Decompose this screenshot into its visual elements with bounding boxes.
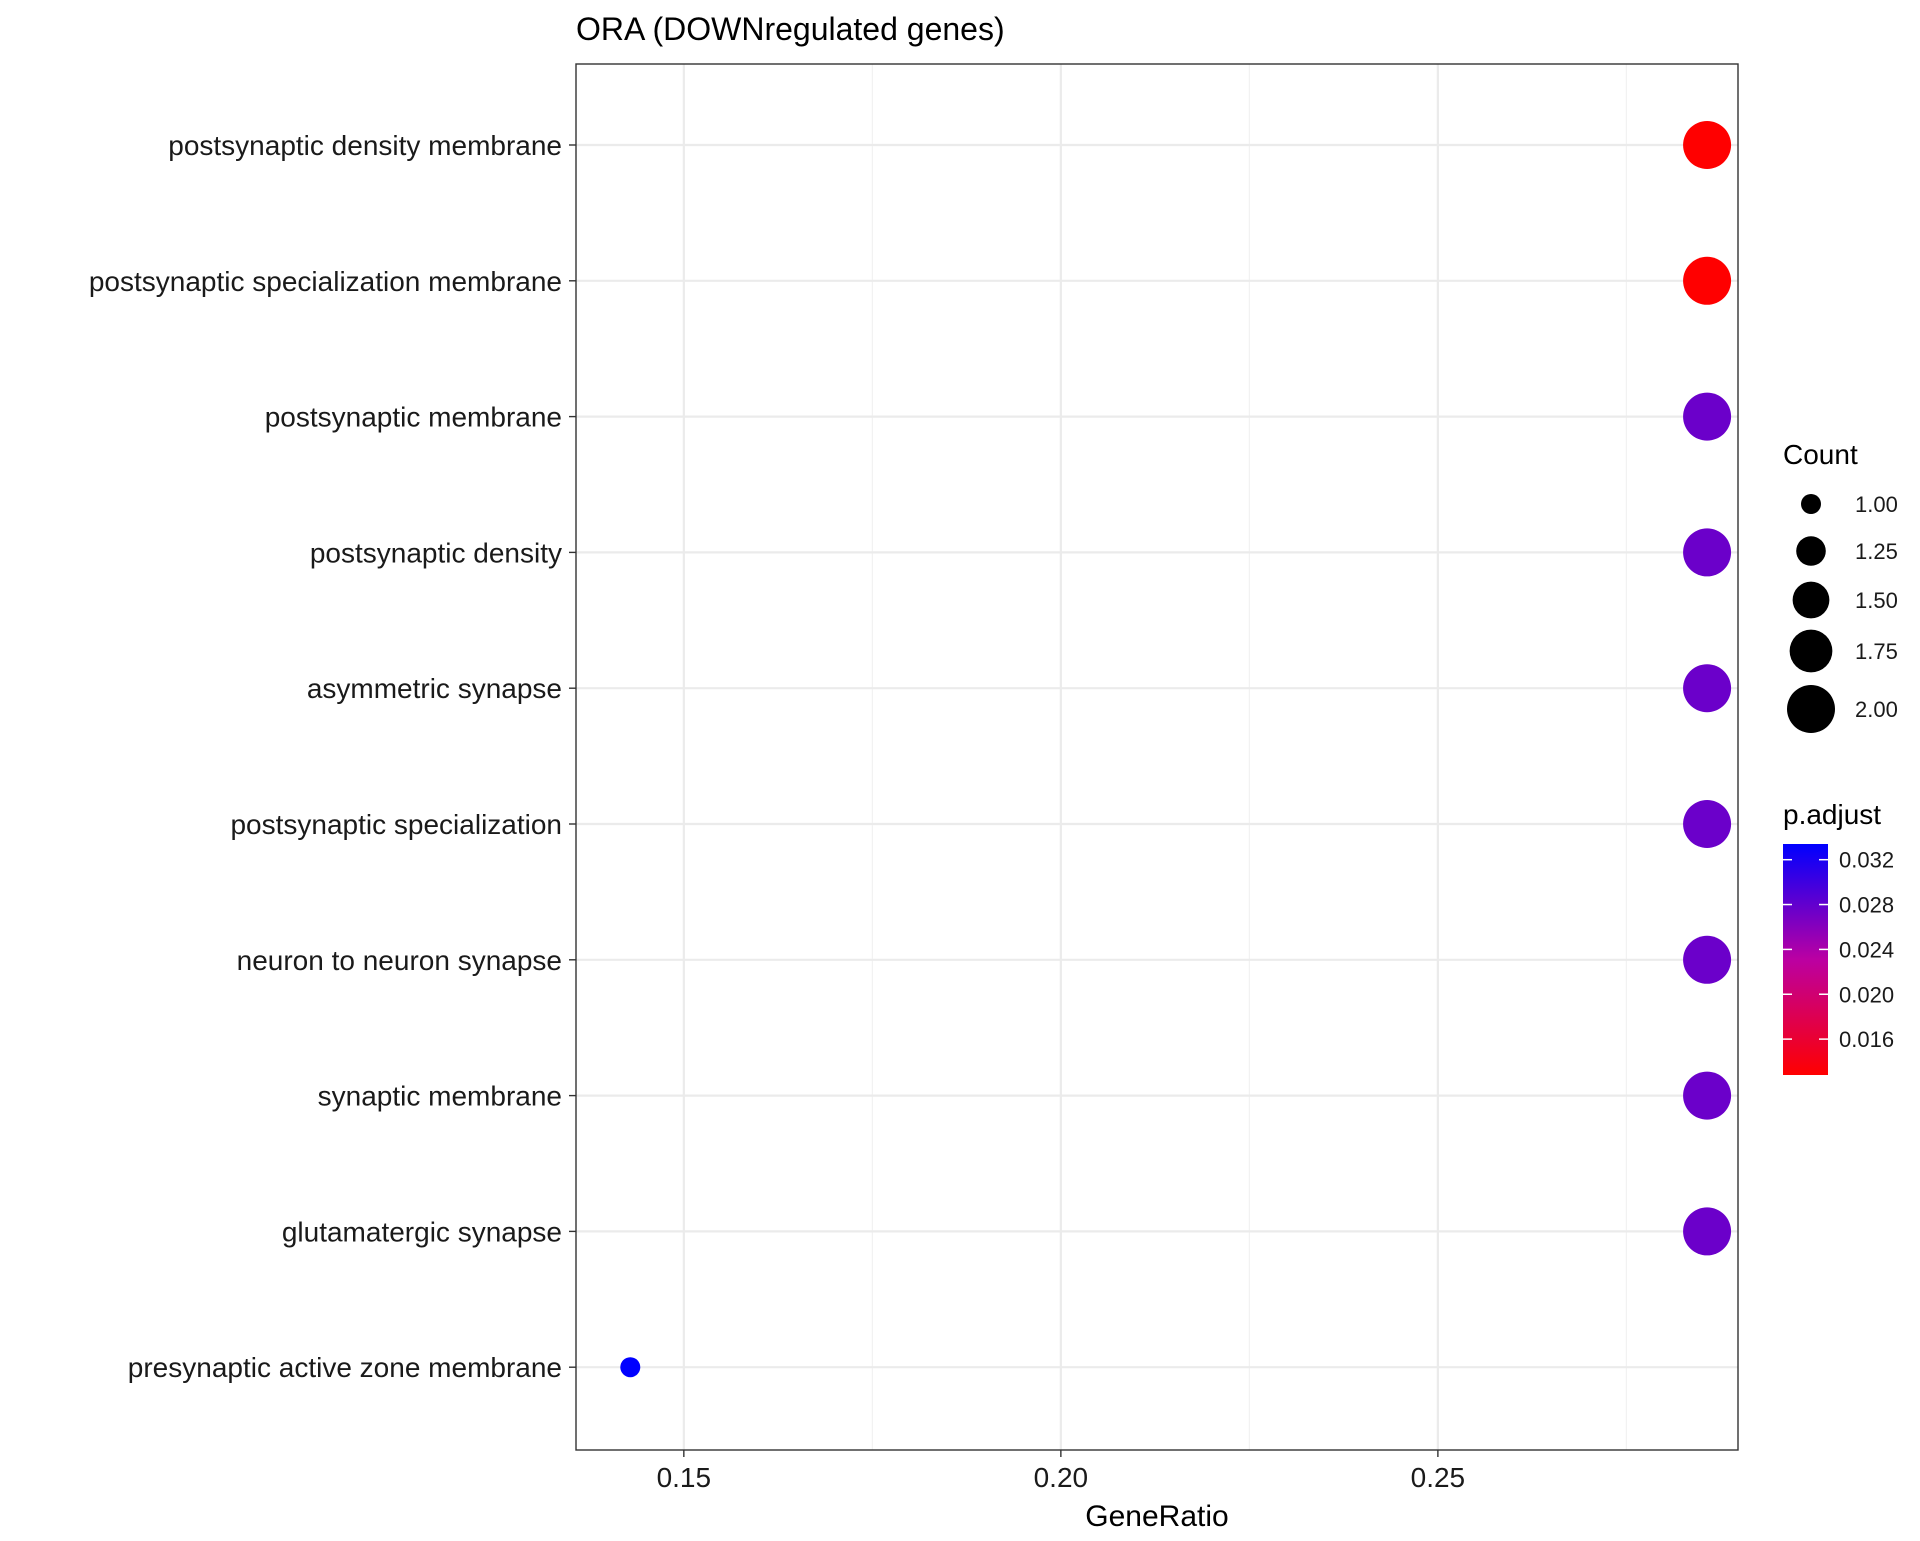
- data-points: [620, 121, 1732, 1378]
- size-legend-title: Count: [1783, 439, 1858, 470]
- point-7: [1683, 1071, 1732, 1120]
- size-legend-label-4: 2.00: [1855, 697, 1898, 722]
- color-legend-label-0: 0.032: [1839, 848, 1894, 873]
- plot-border: [575, 63, 1739, 1451]
- size-legend-label-3: 1.75: [1855, 639, 1898, 664]
- x-tick-label-0: 0.15: [657, 1462, 712, 1493]
- size-legend: Count 1.00 1.25 1.50 1.75 2.00: [1783, 439, 1898, 733]
- x-tick-label-1: 0.20: [1034, 1462, 1089, 1493]
- point-0: [1683, 121, 1732, 169]
- point-9: [620, 1357, 641, 1378]
- color-legend-label-3: 0.020: [1839, 982, 1894, 1007]
- x-tick-label-2: 0.25: [1411, 1462, 1466, 1493]
- point-3: [1683, 528, 1732, 577]
- point-6: [1683, 935, 1732, 984]
- color-legend-label-2: 0.024: [1839, 937, 1894, 962]
- size-legend-key-1: [1796, 536, 1826, 566]
- size-legend-label-0: 1.00: [1855, 492, 1898, 517]
- point-2: [1683, 392, 1732, 441]
- y-tick-label-1: postsynaptic specialization membrane: [89, 266, 562, 297]
- color-legend-title: p.adjust: [1783, 799, 1881, 830]
- size-legend-key-2: [1792, 581, 1830, 619]
- x-axis: 0.15 0.20 0.25: [657, 1450, 1466, 1493]
- y-tick-label-3: postsynaptic density: [310, 537, 562, 568]
- point-1: [1683, 256, 1732, 305]
- y-tick-label-2: postsynaptic membrane: [265, 402, 562, 433]
- size-legend-key-0: [1801, 494, 1821, 514]
- point-5: [1683, 800, 1732, 848]
- y-axis: postsynaptic density membrane postsynapti…: [89, 130, 576, 1383]
- grid-lines: [576, 64, 1738, 1450]
- y-tick-label-5: postsynaptic specialization: [230, 809, 562, 840]
- color-legend-bar: [1783, 844, 1828, 1075]
- size-legend-label-1: 1.25: [1855, 539, 1898, 564]
- y-tick-label-0: postsynaptic density membrane: [168, 130, 562, 161]
- color-legend-label-1: 0.028: [1839, 893, 1894, 918]
- color-legend-label-4: 0.016: [1839, 1027, 1894, 1052]
- chart-title: ORA (DOWNregulated genes): [576, 11, 1005, 47]
- y-tick-label-4: asymmetric synapse: [307, 673, 562, 704]
- y-tick-label-9: presynaptic active zone membrane: [128, 1352, 562, 1383]
- plot-panel: [576, 64, 1738, 1450]
- size-legend-key-4: [1787, 685, 1835, 733]
- size-legend-label-2: 1.50: [1855, 588, 1898, 613]
- x-axis-label: GeneRatio: [1085, 1500, 1228, 1533]
- size-legend-key-3: [1789, 629, 1833, 673]
- y-tick-label-6: neuron to neuron synapse: [237, 945, 562, 976]
- point-4: [1683, 664, 1732, 713]
- color-legend: p.adjust 0.032 0.028 0.024 0.020 0.016: [1783, 799, 1894, 1075]
- y-tick-label-8: glutamatergic synapse: [282, 1216, 562, 1247]
- point-8: [1683, 1207, 1732, 1256]
- y-tick-label-7: synaptic membrane: [318, 1081, 562, 1112]
